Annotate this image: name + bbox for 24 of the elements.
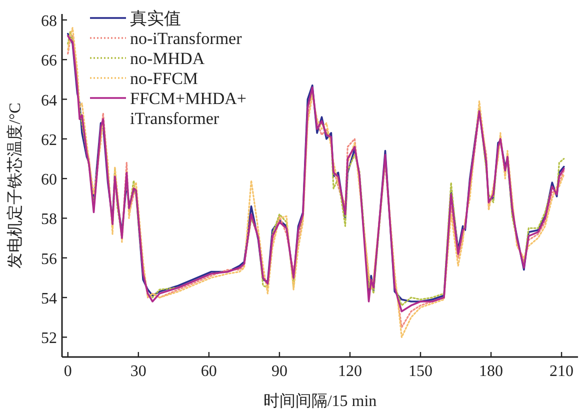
- legend-label: no-FFCM: [130, 69, 198, 88]
- x-tick-label: 90: [271, 363, 288, 380]
- y-tick-label: 64: [41, 92, 57, 110]
- y-tick-label: 54: [41, 290, 57, 308]
- y-tick-label: 62: [41, 132, 57, 149]
- x-axis-title: 时间间隔/15 min: [263, 392, 377, 410]
- legend-label: FFCM+MHDA+iTransformer: [130, 89, 246, 128]
- y-tick-label: 66: [41, 52, 57, 70]
- x-tick-label: 210: [550, 363, 574, 380]
- x-tick-label: 180: [479, 363, 504, 380]
- legend-label: no-iTransformer: [130, 29, 242, 48]
- legend-label: no-MHDA: [130, 49, 206, 68]
- legend-label: 真实值: [130, 9, 181, 28]
- x-tick-label: 0: [64, 363, 72, 380]
- y-axis-title: 发电机定子铁芯温度/°C: [6, 102, 24, 268]
- y-tick-label: 58: [41, 211, 57, 228]
- y-tick-label: 52: [41, 330, 57, 348]
- x-tick-label: 30: [130, 363, 146, 380]
- x-tick-label: 60: [200, 363, 217, 380]
- x-tick-label: 150: [408, 363, 432, 380]
- y-tick-label: 56: [41, 250, 57, 268]
- y-tick-label: 60: [41, 172, 57, 189]
- x-tick-label: 120: [338, 363, 362, 380]
- y-tick-label: 68: [41, 12, 57, 30]
